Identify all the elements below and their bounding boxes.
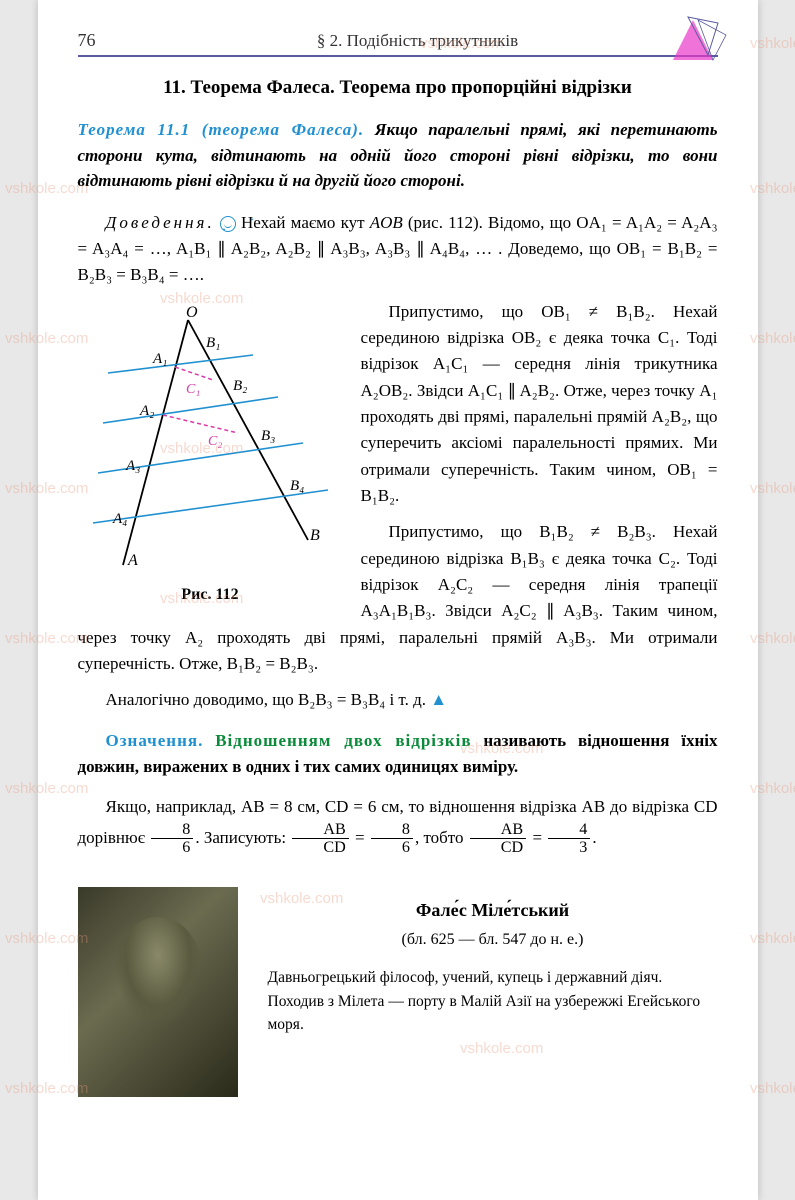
chapter-title: § 2. Подібність трикутників	[118, 31, 718, 51]
definition-block: Означення. Відношенням двох відрізків на…	[78, 728, 718, 781]
chapter-logo-icon	[658, 15, 728, 65]
page-header: 76 § 2. Подібність трикутників	[78, 30, 718, 57]
biography-block: Фале́с Міле́тський (бл. 625 — бл. 547 до…	[78, 887, 718, 1097]
bio-dates: (бл. 625 — бл. 547 до н. е.)	[268, 928, 718, 952]
svg-text:B: B	[310, 527, 320, 544]
fraction-3a: ABCD	[470, 821, 526, 858]
proof-p1-aob: AOB	[370, 213, 403, 232]
bio-name: Фале́с Міле́тський	[268, 897, 718, 924]
svg-text:B₄: B₄	[290, 478, 304, 494]
proof-p1a: Нехай маємо кут	[241, 213, 370, 232]
bio-description: Давньогрецький філософ, учений, купець і…	[268, 966, 718, 1036]
theorem-name: Теорема 11.1 (теорема Фалеса).	[78, 120, 365, 139]
svg-text:A: A	[127, 552, 138, 569]
theorem-block: Теорема 11.1 (теорема Фалеса). Якщо пара…	[78, 117, 718, 194]
svg-text:C₁: C₁	[186, 382, 200, 397]
proof-paragraph-1: Доведення. Нехай маємо кут AOB (рис. 112…	[78, 210, 718, 289]
textbook-page: 76 § 2. Подібність трикутників 11. Теоре…	[38, 0, 758, 1200]
figure-caption: Рис. 112	[78, 586, 343, 604]
example-paragraph: Якщо, наприклад, AB = 8 см, CD = 6 см, т…	[78, 794, 718, 857]
qed-triangle-icon: ▲	[430, 690, 447, 709]
fraction-2a: ABCD	[292, 821, 348, 858]
svg-text:O: O	[186, 305, 198, 321]
svg-text:B₃: B₃	[261, 428, 275, 444]
svg-text:B₁: B₁	[206, 335, 220, 351]
svg-text:A₃: A₃	[125, 458, 140, 474]
example-mid2: , тобто	[415, 828, 464, 847]
example-end: .	[592, 828, 596, 847]
definition-label: Означення.	[106, 731, 204, 750]
eq2: =	[532, 828, 542, 847]
fraction-3b: 43	[548, 821, 590, 858]
section-title: 11. Теорема Фалеса. Теорема про пропорці…	[78, 77, 718, 99]
proof-label: Доведення.	[106, 213, 215, 232]
example-mid1: . Записують:	[195, 828, 286, 847]
svg-text:A₂: A₂	[139, 403, 154, 419]
svg-text:A₄: A₄	[112, 511, 127, 527]
svg-text:A₁: A₁	[152, 351, 167, 367]
svg-text:B₂: B₂	[233, 378, 247, 394]
smiley-icon	[220, 216, 236, 232]
fraction-2b: 86	[371, 821, 413, 858]
biography-text: Фале́с Міле́тський (бл. 625 — бл. 547 до…	[268, 887, 718, 1036]
eq1: =	[355, 828, 365, 847]
thales-portrait	[78, 887, 238, 1097]
svg-text:C₂: C₂	[208, 434, 222, 449]
geometry-diagram: O A₁ A₂ A₃ A₄ A B₁ B₂ B₃ B₄ B C₁ C₂	[78, 305, 343, 575]
proof-p4-text: Аналогічно доводимо, що B₂B₃ = B₃B₄ і т.…	[106, 690, 427, 709]
definition-term: Відношенням двох відрізків	[215, 731, 471, 750]
figure-112: O A₁ A₂ A₃ A₄ A B₁ B₂ B₃ B₄ B C₁ C₂ Рис.…	[78, 305, 343, 604]
page-number: 76	[78, 30, 118, 51]
proof-paragraph-4: Аналогічно доводимо, що B₂B₃ = B₃B₄ і т.…	[78, 687, 718, 713]
fraction-1: 86	[151, 821, 193, 858]
